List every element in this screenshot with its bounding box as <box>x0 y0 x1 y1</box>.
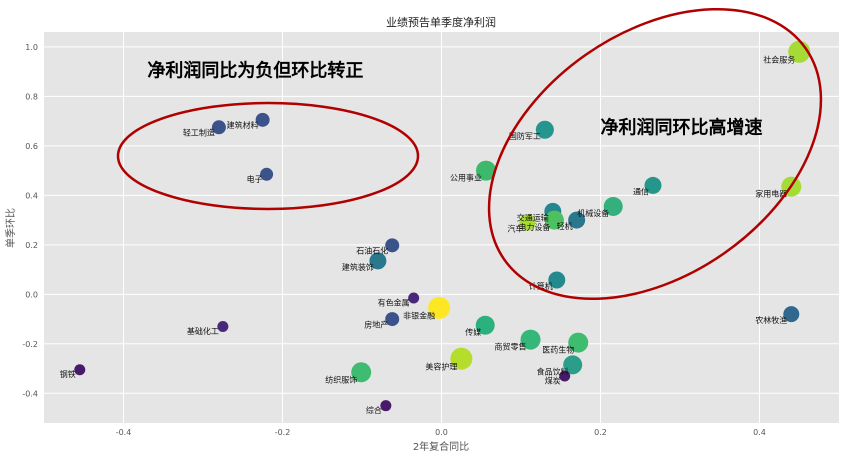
data-point <box>568 332 589 353</box>
point-label: 石油石化 <box>356 246 388 256</box>
point-label: 商贸零售 <box>495 342 527 352</box>
point-label: 电力设备 <box>518 222 550 232</box>
data-point <box>644 176 662 194</box>
data-point <box>548 271 566 289</box>
tick-labels: -0.4 -0.2 0.0 0.2 0.4 -0.4 -0.2 0.0 0.2 0.4 0.6 0.8… <box>22 43 765 437</box>
point-label: 轻机 <box>557 221 573 231</box>
point-label: 轻工制造 <box>183 127 215 137</box>
data-point <box>351 362 372 383</box>
point-label: 美容护理 <box>425 361 457 371</box>
data-point <box>475 315 495 335</box>
data-point <box>783 306 800 323</box>
point-label: 机械设备 <box>577 208 609 218</box>
y-tick-label: 1.0 <box>25 43 38 52</box>
chart-title: 业绩预告单季度净利润 <box>386 15 496 29</box>
data-point <box>385 312 400 327</box>
point-label: 国防军工 <box>509 131 541 141</box>
data-point <box>380 400 392 412</box>
grid-lines <box>44 32 839 423</box>
point-label: 建筑装饰 <box>342 262 374 272</box>
point-label: 社会服务 <box>763 54 795 64</box>
data-point <box>476 160 497 181</box>
highlight-ellipses <box>116 7 823 301</box>
annotation-text: 净利润同比为负但环比转正 <box>147 60 363 82</box>
data-point <box>520 329 541 350</box>
data-point <box>369 252 387 270</box>
point-label: 钢铁 <box>60 369 76 379</box>
point-label: 纺织服饰 <box>325 374 357 384</box>
data-point <box>428 296 451 319</box>
x-axis-label: 2年复合同比 <box>413 440 469 453</box>
x-tick-label: 0.4 <box>753 428 766 437</box>
point-label: 交通运输 <box>517 213 549 223</box>
point-label: 综合 <box>366 405 382 415</box>
point-label: 计算机 <box>529 281 553 291</box>
point-label: 房地产 <box>364 319 388 329</box>
y-tick-label: -0.2 <box>22 340 38 349</box>
point-label: 非银金融 <box>403 311 435 321</box>
data-point <box>519 214 536 231</box>
point-label: 有色金属 <box>378 297 410 307</box>
point-label: 传媒 <box>465 327 481 337</box>
data-point <box>544 210 564 230</box>
point-label: 汽车 <box>507 223 523 233</box>
highlight-ellipse-left <box>116 101 420 211</box>
point-label: 医药生物 <box>542 345 574 355</box>
y-tick-label: 0.0 <box>25 290 38 299</box>
y-tick-label: 0.8 <box>25 92 38 101</box>
data-point <box>217 320 229 332</box>
data-point <box>408 292 420 304</box>
highlight-ellipse-right <box>487 7 823 301</box>
x-tick-label: -0.2 <box>275 428 291 437</box>
point-label: 通信 <box>633 187 649 197</box>
point-label: 电子 <box>247 174 263 184</box>
y-tick-label: -0.4 <box>22 389 38 398</box>
annotation-text: 净利润同环比高增速 <box>601 116 763 138</box>
data-point <box>255 112 270 127</box>
data-point <box>563 355 583 375</box>
point-label: 基础化工 <box>187 326 219 336</box>
data-point <box>559 370 571 382</box>
x-tick-label: 0.2 <box>594 428 607 437</box>
data-point <box>385 238 400 253</box>
point-label: 煤炭 <box>545 375 561 385</box>
point-label: 建筑材料 <box>227 120 259 130</box>
data-point <box>568 211 586 229</box>
point-label: 公用事业 <box>450 173 482 183</box>
data-point <box>74 364 86 376</box>
x-tick-label: 0.0 <box>435 428 448 437</box>
data-point <box>603 196 623 216</box>
y-axis-label: 单季环比 <box>5 208 17 248</box>
point-label: 家用电器 <box>755 189 787 199</box>
data-point <box>535 120 554 139</box>
data-point <box>260 167 274 181</box>
data-point <box>450 347 473 370</box>
data-point <box>211 120 226 135</box>
y-tick-label: 0.6 <box>25 142 38 151</box>
y-tick-label: 0.2 <box>25 241 38 250</box>
point-label: 农林牧渔 <box>755 315 787 325</box>
x-tick-label: -0.4 <box>116 428 132 437</box>
y-tick-label: 0.4 <box>25 191 38 200</box>
point-label: 食品饮料 <box>537 367 569 377</box>
